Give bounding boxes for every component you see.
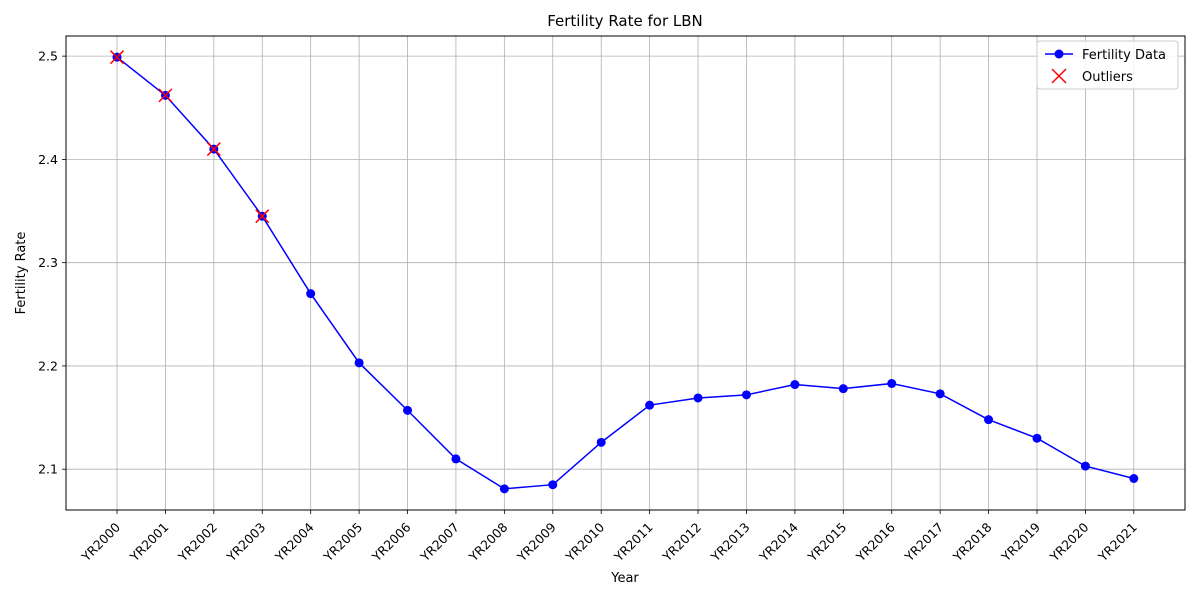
- x-axis: YR2000 YR2001 YR2002 YR2003 YR2004 YR2005 YR20…: [78, 510, 1140, 565]
- grid: [66, 36, 1185, 510]
- data-point-yr2021: [1129, 474, 1139, 484]
- outlier-marker-yr2003: [255, 209, 270, 224]
- data-point-yr2019: [1032, 433, 1042, 443]
- data-point-yr2004: [306, 289, 316, 299]
- data-point-yr2013: [741, 390, 751, 400]
- legend-box: [1036, 40, 1179, 90]
- data-point-yr2016: [887, 378, 897, 388]
- y-tick-label: 2.2: [38, 358, 58, 373]
- x-tick-label: YR2018: [949, 519, 994, 564]
- legend-label-fertility: Fertility Data: [1082, 48, 1166, 63]
- chart-title: Fertility Rate for LBN: [547, 12, 703, 30]
- data-point-yr2005: [354, 358, 364, 368]
- outlier-stroke-b: [255, 209, 270, 224]
- x-tick-label: YR2016: [852, 519, 897, 564]
- y-axis-label: Fertility Rate: [14, 232, 29, 315]
- outlier-stroke-b: [206, 142, 221, 157]
- outlier-stroke-b: [158, 88, 173, 103]
- x-tick-label: YR2005: [320, 520, 365, 565]
- data-point-yr2015: [838, 384, 848, 394]
- outlier-stroke-b: [109, 50, 125, 65]
- legend-x-marker-b: [1051, 68, 1067, 84]
- y-tick-label: 2.3: [38, 255, 58, 270]
- data-point-yr2018: [984, 415, 994, 425]
- data-point-yr2020: [1080, 461, 1090, 471]
- data-point-yr2010: [596, 437, 606, 447]
- legend-label-outliers: Outliers: [1082, 70, 1133, 85]
- x-tick-label: YR2000: [78, 519, 123, 564]
- data-point-yr2012: [693, 393, 703, 403]
- y-tick-label: 2.1: [38, 462, 58, 477]
- data-point-yr2007: [451, 454, 461, 464]
- series-line-fertility: [116, 56, 1135, 490]
- x-tick-label: YR2010: [562, 519, 607, 564]
- series-layer: [112, 52, 1139, 494]
- x-tick-label: YR2012: [659, 520, 704, 565]
- data-point-yr2014: [790, 380, 800, 390]
- outliers-layer: [109, 50, 270, 224]
- x-tick-label: YR2009: [514, 519, 559, 564]
- x-tick-label: YR2015: [804, 520, 849, 565]
- outlier-marker-yr2001: [158, 88, 173, 103]
- outlier-marker-yr2000: [109, 50, 125, 65]
- y-tick-label: 2.5: [38, 49, 58, 64]
- legend: Fertility Data Outliers: [1036, 40, 1179, 90]
- data-point-yr2009: [548, 480, 558, 490]
- data-point-yr2011: [645, 400, 655, 410]
- x-tick-label: YR2002: [175, 520, 220, 565]
- x-tick-label: YR2019: [998, 519, 1043, 564]
- x-tick-label: YR2013: [707, 520, 752, 565]
- plot-frame: [65, 35, 1186, 511]
- outlier-marker-yr2002: [206, 142, 221, 157]
- x-axis-label: Year: [610, 571, 639, 586]
- x-tick-label: YR2021: [1095, 520, 1140, 565]
- x-tick-label: YR2006: [368, 519, 413, 564]
- data-point-yr2017: [935, 389, 945, 399]
- x-tick-label: YR2007: [417, 520, 462, 565]
- data-point-yr2008: [499, 484, 509, 494]
- x-tick-label: YR2008: [465, 519, 510, 564]
- data-point-yr2006: [403, 405, 413, 415]
- y-tick-label: 2.4: [38, 152, 58, 167]
- y-axis: 2.1 2.2 2.3 2.4 2.5: [38, 49, 66, 477]
- x-tick-label: YR2017: [901, 520, 946, 565]
- x-tick-label: YR2020: [1046, 519, 1091, 564]
- x-tick-label: YR2004: [271, 519, 316, 564]
- x-tick-label: YR2001: [126, 520, 171, 565]
- legend-dot-marker: [1054, 49, 1064, 59]
- x-tick-label: YR2011: [610, 520, 655, 565]
- x-tick-label: YR2014: [756, 519, 801, 564]
- x-tick-label: YR2003: [223, 520, 268, 565]
